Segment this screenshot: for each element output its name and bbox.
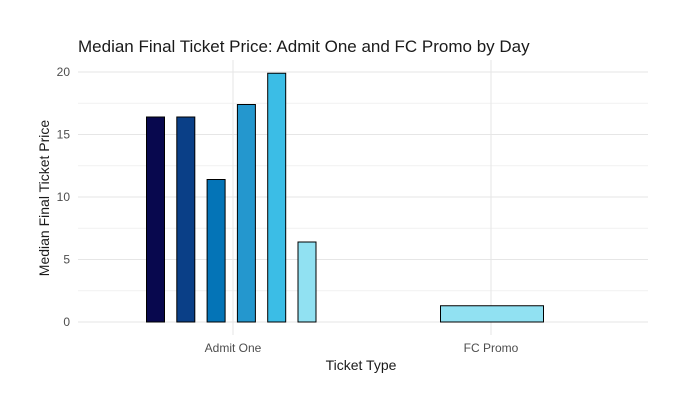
x-tick-label: FC Promo [464,341,519,355]
y-tick-label: 20 [57,65,71,79]
y-tick-label: 10 [57,190,71,204]
bar-admit-one-5 [267,72,287,323]
y-axis-ticks: 0 5 10 15 20 [57,65,71,329]
x-tick-label: Admit One [205,341,262,355]
bar-admit-one-6 [297,241,317,323]
x-axis-title: Ticket Type [326,357,397,373]
y-tick-label: 5 [63,253,70,267]
bar-admit-one-2 [176,116,196,323]
y-axis-title: Median Final Ticket Price [36,120,52,277]
y-tick-label: 0 [63,315,70,329]
bar-admit-one-4 [236,104,256,323]
chart-title: Median Final Ticket Price: Admit One and… [78,37,530,56]
y-tick-label: 15 [57,128,71,142]
bar-admit-one-3 [206,179,226,323]
grid [78,60,648,335]
bars [146,72,544,323]
bar-fc-promo [440,305,544,323]
x-axis-ticks: Admit One FC Promo [205,341,519,355]
bar-admit-one-1 [146,116,165,323]
